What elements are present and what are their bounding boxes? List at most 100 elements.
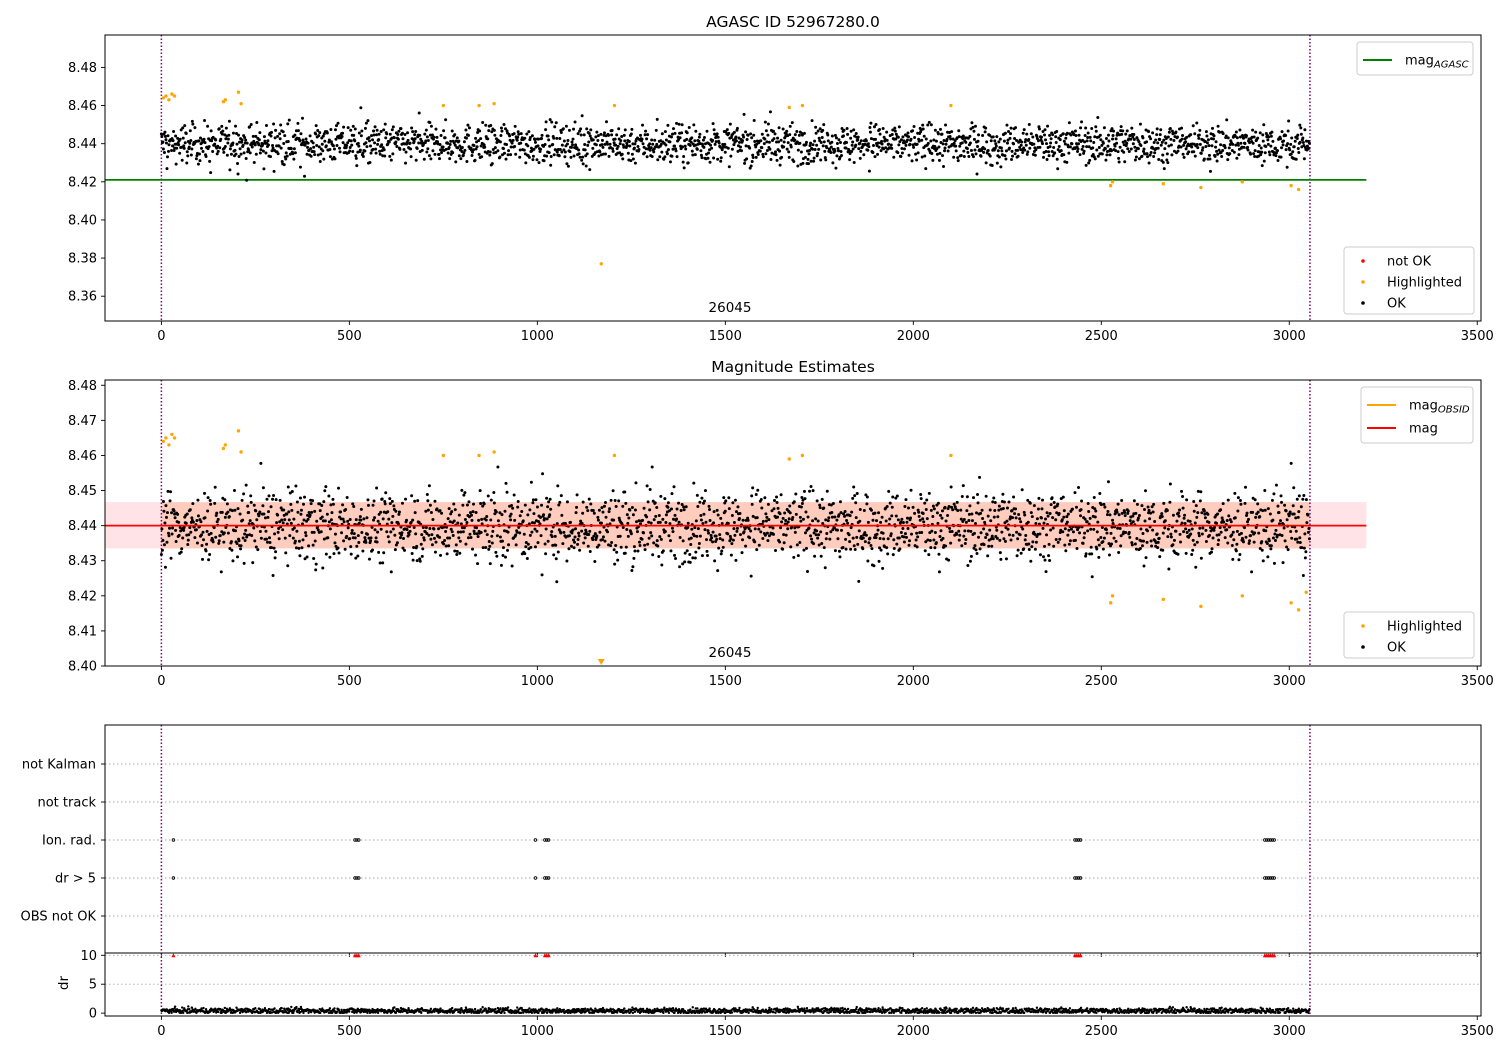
ok-point: [880, 515, 884, 519]
ok-point: [1142, 564, 1146, 568]
ok-point: [1231, 142, 1235, 146]
highlighted-point: [477, 453, 481, 458]
legend-point-sample: [1361, 645, 1365, 649]
ok-point: [707, 531, 711, 535]
ok-point: [708, 518, 712, 522]
ok-point: [334, 137, 338, 141]
ok-point: [583, 148, 587, 152]
ok-point: [296, 121, 300, 125]
ok-point: [482, 143, 486, 147]
ok-point: [262, 512, 266, 516]
ok-point: [1212, 137, 1216, 141]
ok-point: [1029, 511, 1033, 515]
ok-point: [300, 546, 304, 550]
ok-point: [764, 512, 768, 516]
ok-point: [1077, 133, 1081, 137]
ok-point: [969, 127, 973, 131]
ok-point: [1141, 532, 1145, 536]
ok-point: [406, 131, 410, 135]
ok-point: [877, 511, 881, 515]
ok-point: [356, 534, 360, 538]
ok-point: [1180, 137, 1184, 141]
ok-point: [237, 154, 241, 158]
ok-point: [632, 545, 636, 549]
ok-point: [364, 540, 368, 544]
ok-point: [642, 506, 646, 510]
ok-point: [811, 489, 815, 493]
ok-point: [983, 520, 987, 524]
ok-point: [171, 139, 175, 143]
ok-point: [310, 510, 314, 514]
ok-point: [428, 120, 432, 124]
ok-point: [643, 133, 647, 137]
ok-point: [1162, 501, 1166, 505]
ok-point: [229, 152, 233, 156]
ok-point: [385, 530, 389, 534]
ok-point: [584, 164, 588, 168]
ok-point: [422, 157, 426, 161]
ok-point: [1039, 135, 1043, 139]
ok-point: [163, 565, 167, 569]
ok-point: [872, 564, 876, 568]
ok-point: [313, 153, 317, 157]
ok-point: [966, 150, 970, 154]
ok-point: [1158, 555, 1162, 559]
ok-point: [629, 159, 633, 163]
highlighted-point: [1296, 608, 1301, 612]
ok-point: [1253, 154, 1257, 158]
ok-point: [463, 491, 467, 495]
ok-point: [1261, 509, 1265, 513]
ok-point: [1243, 501, 1247, 505]
ok-point: [899, 530, 903, 534]
ok-point: [824, 158, 828, 162]
ok-point: [814, 533, 818, 537]
ok-point: [966, 529, 970, 533]
ok-point: [470, 154, 474, 158]
ok-point: [447, 145, 451, 149]
ok-point: [616, 144, 620, 148]
ok-point: [450, 530, 454, 534]
ok-point: [873, 155, 877, 159]
ok-point: [1230, 149, 1234, 153]
ok-point: [512, 132, 516, 136]
ok-point: [1303, 128, 1307, 132]
ok-point: [900, 147, 904, 151]
ok-point: [968, 559, 972, 563]
ok-point: [186, 538, 190, 542]
ok-point: [251, 134, 255, 138]
ok-point: [814, 131, 818, 135]
ok-point: [635, 530, 639, 534]
ok-point: [1160, 140, 1164, 144]
flag-category-label: dr > 5: [55, 872, 96, 887]
ok-point: [1297, 151, 1301, 155]
ok-point: [375, 128, 379, 132]
ok-point: [237, 539, 241, 543]
ok-point: [788, 124, 792, 128]
ok-point: [329, 503, 333, 507]
ok-point: [411, 518, 415, 522]
ok-point: [775, 495, 779, 499]
ok-point: [513, 144, 517, 148]
ok-point: [515, 530, 519, 534]
ok-point: [802, 548, 806, 552]
ok-point: [809, 159, 813, 163]
ok-point: [1245, 134, 1249, 138]
ok-point: [1281, 143, 1285, 147]
y-tick-label: 8.43: [68, 554, 97, 569]
ok-point: [377, 512, 381, 516]
ok-point: [1036, 507, 1040, 511]
ok-point: [728, 122, 732, 126]
ok-point: [1013, 152, 1017, 156]
ok-point: [961, 134, 965, 138]
ok-point: [972, 546, 976, 550]
flag-point: [546, 876, 551, 880]
ok-point: [765, 515, 769, 519]
ok-point: [1172, 538, 1176, 542]
ok-point: [718, 533, 722, 537]
ok-point: [612, 518, 616, 522]
ok-point: [226, 137, 230, 141]
ok-point: [490, 130, 494, 134]
ok-point: [415, 559, 419, 563]
ok-point: [965, 495, 969, 499]
ok-point: [499, 563, 503, 567]
